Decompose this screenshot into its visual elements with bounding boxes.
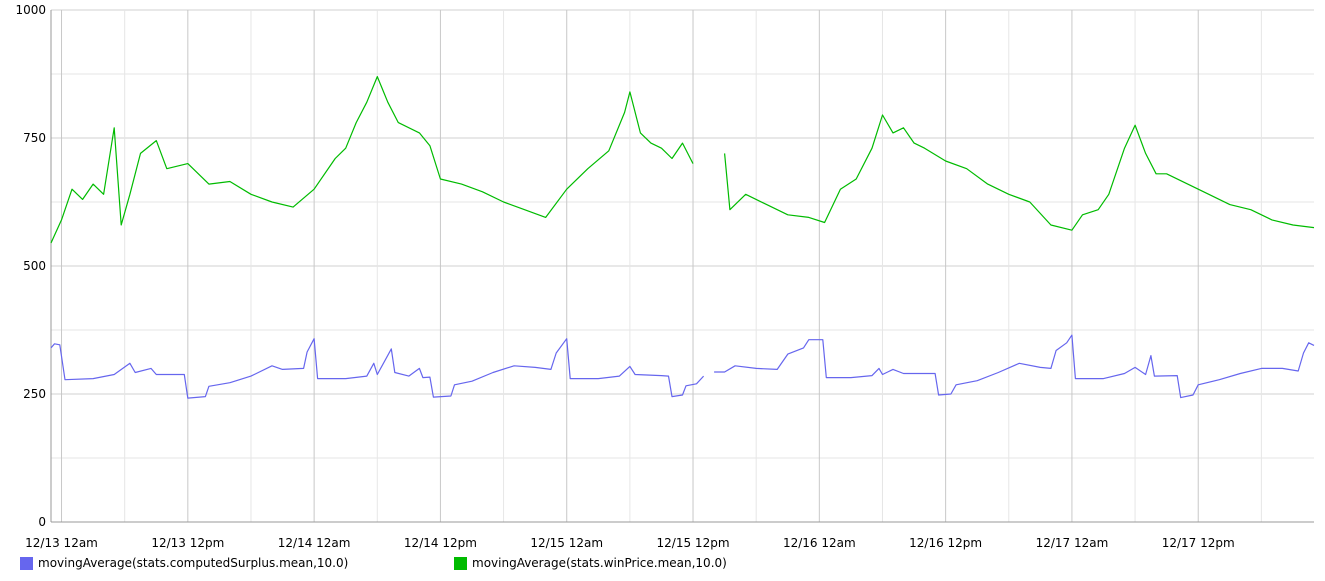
axes xyxy=(50,10,1314,523)
x-tick-label: 12/17 12am xyxy=(1036,536,1109,550)
x-tick-label: 12/14 12pm xyxy=(404,536,477,550)
legend-swatch-win-price xyxy=(454,556,467,570)
x-tick-label: 12/16 12pm xyxy=(909,536,982,550)
legend-item-computed-surplus[interactable]: movingAverage(stats.computedSurplus.mean… xyxy=(20,556,348,570)
y-tick-label: 1000 xyxy=(15,3,46,17)
x-tick-label: 12/15 12pm xyxy=(657,536,730,550)
y-tick-label: 250 xyxy=(23,387,46,401)
x-tick-label: 12/17 12pm xyxy=(1162,536,1235,550)
series-line xyxy=(50,76,1315,244)
x-tick-label: 12/16 12am xyxy=(783,536,856,550)
y-tick-label: 750 xyxy=(23,131,46,145)
tick-labels: 0 250 500 750 1000 12/13 12am 12/13 12pm 12/14 … xyxy=(15,3,1234,550)
x-tick-label: 12/13 12pm xyxy=(151,536,224,550)
legend-swatch-computed-surplus xyxy=(20,556,33,570)
x-tick-label: 12/15 12am xyxy=(530,536,603,550)
series-line xyxy=(50,334,1315,399)
y-tick-label: 500 xyxy=(23,259,46,273)
legend: movingAverage(stats.computedSurplus.mean… xyxy=(0,556,1325,574)
x-tick-label: 12/14 12am xyxy=(278,536,351,550)
y-tick-label: 0 xyxy=(38,515,46,529)
legend-label-computed-surplus: movingAverage(stats.computedSurplus.mean… xyxy=(38,556,349,570)
series-layer xyxy=(50,76,1315,399)
grid xyxy=(51,9,1314,523)
legend-label-win-price: movingAverage(stats.winPrice.mean,10.0) xyxy=(472,556,727,570)
series-0 xyxy=(50,334,1315,399)
series-1 xyxy=(50,76,1315,244)
x-tick-label: 12/13 12am xyxy=(25,536,98,550)
legend-item-win-price[interactable]: movingAverage(stats.winPrice.mean,10.0) xyxy=(454,556,727,570)
